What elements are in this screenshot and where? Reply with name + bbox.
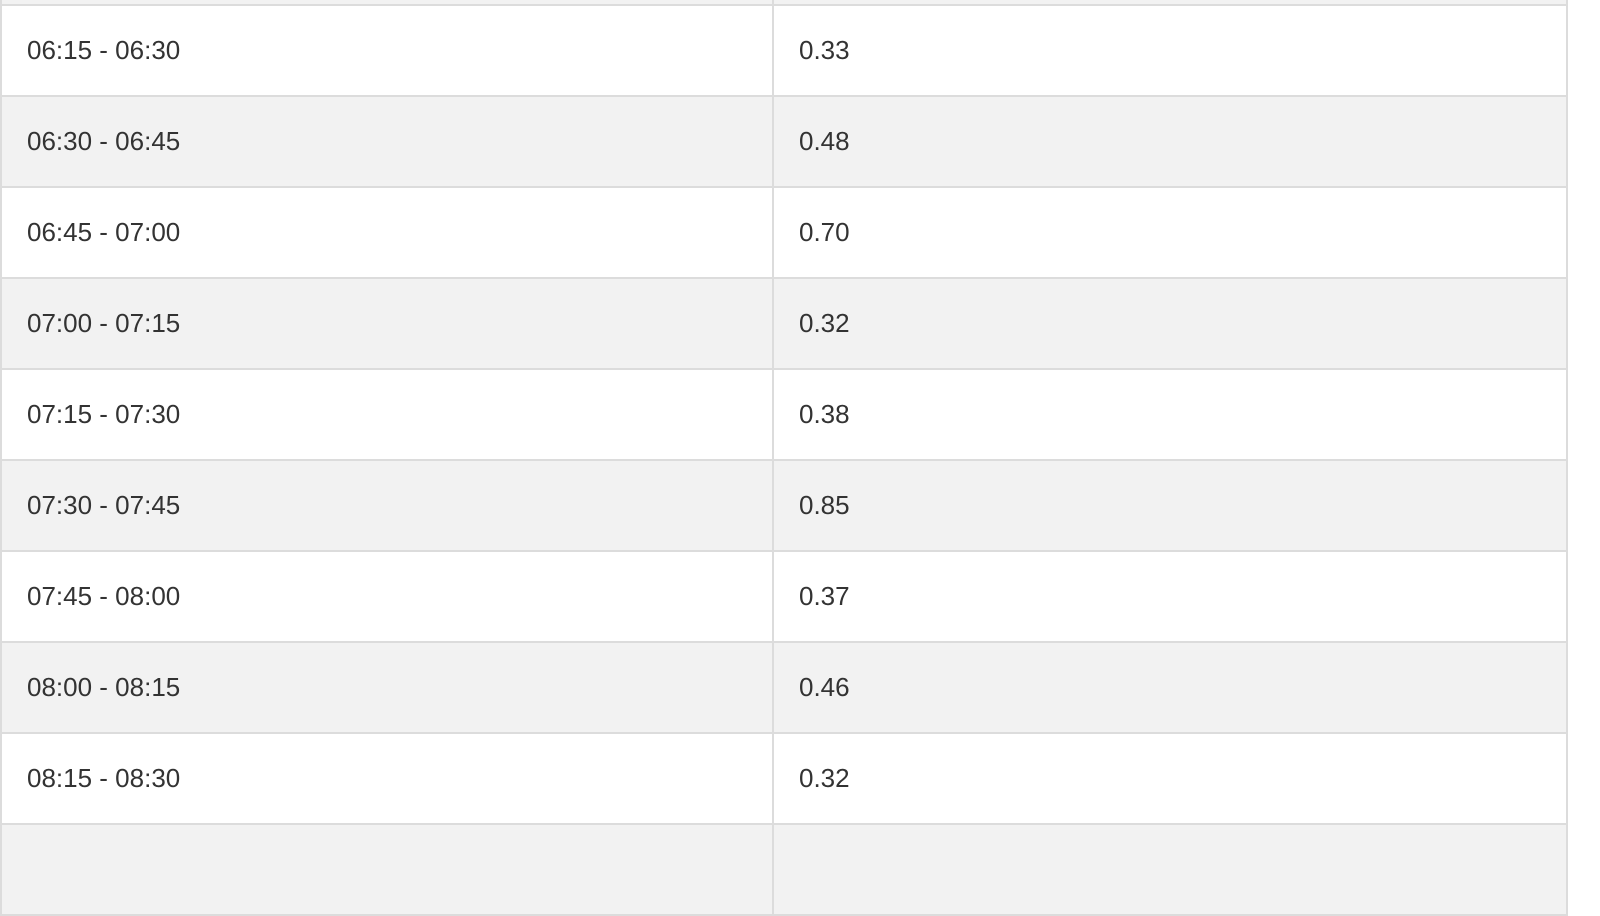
time-range-cell: 08:15 - 08:30 — [0, 732, 774, 825]
value-cell: 0.33 — [772, 4, 1568, 97]
time-range-cell — [0, 823, 774, 916]
table-row: 06:30 - 06:45 0.48 — [0, 95, 1568, 188]
table-row: 08:15 - 08:30 0.32 — [0, 732, 1568, 825]
table-row: 07:45 - 08:00 0.37 — [0, 550, 1568, 643]
table-row: 06:45 - 07:00 0.70 — [0, 186, 1568, 279]
value-cell — [772, 823, 1568, 916]
time-range-cell: 07:30 - 07:45 — [0, 459, 774, 552]
value-cell: 0.32 — [772, 732, 1568, 825]
table-row: 08:00 - 08:15 0.46 — [0, 641, 1568, 734]
value-cell: 0.85 — [772, 459, 1568, 552]
time-range-cell: 06:15 - 06:30 — [0, 4, 774, 97]
table-row — [0, 823, 1568, 916]
value-cell: 0.37 — [772, 550, 1568, 643]
value-cell: 0.48 — [772, 95, 1568, 188]
value-cell: 0.70 — [772, 186, 1568, 279]
table-row: 07:15 - 07:30 0.38 — [0, 368, 1568, 461]
value-cell: 0.38 — [772, 368, 1568, 461]
time-range-cell: 06:45 - 07:00 — [0, 186, 774, 279]
time-range-cell: 07:45 - 08:00 — [0, 550, 774, 643]
value-cell: 0.46 — [772, 641, 1568, 734]
table-row — [0, 0, 1568, 6]
table-row: 07:30 - 07:45 0.85 — [0, 459, 1568, 552]
value-cell: 0.32 — [772, 277, 1568, 370]
time-range-cell: 06:30 - 06:45 — [0, 95, 774, 188]
table-row: 07:00 - 07:15 0.32 — [0, 277, 1568, 370]
time-range-cell — [0, 0, 774, 6]
table-row: 06:15 - 06:30 0.33 — [0, 4, 1568, 97]
time-range-cell: 08:00 - 08:15 — [0, 641, 774, 734]
value-cell — [772, 0, 1568, 6]
time-range-cell: 07:15 - 07:30 — [0, 368, 774, 461]
time-range-cell: 07:00 - 07:15 — [0, 277, 774, 370]
